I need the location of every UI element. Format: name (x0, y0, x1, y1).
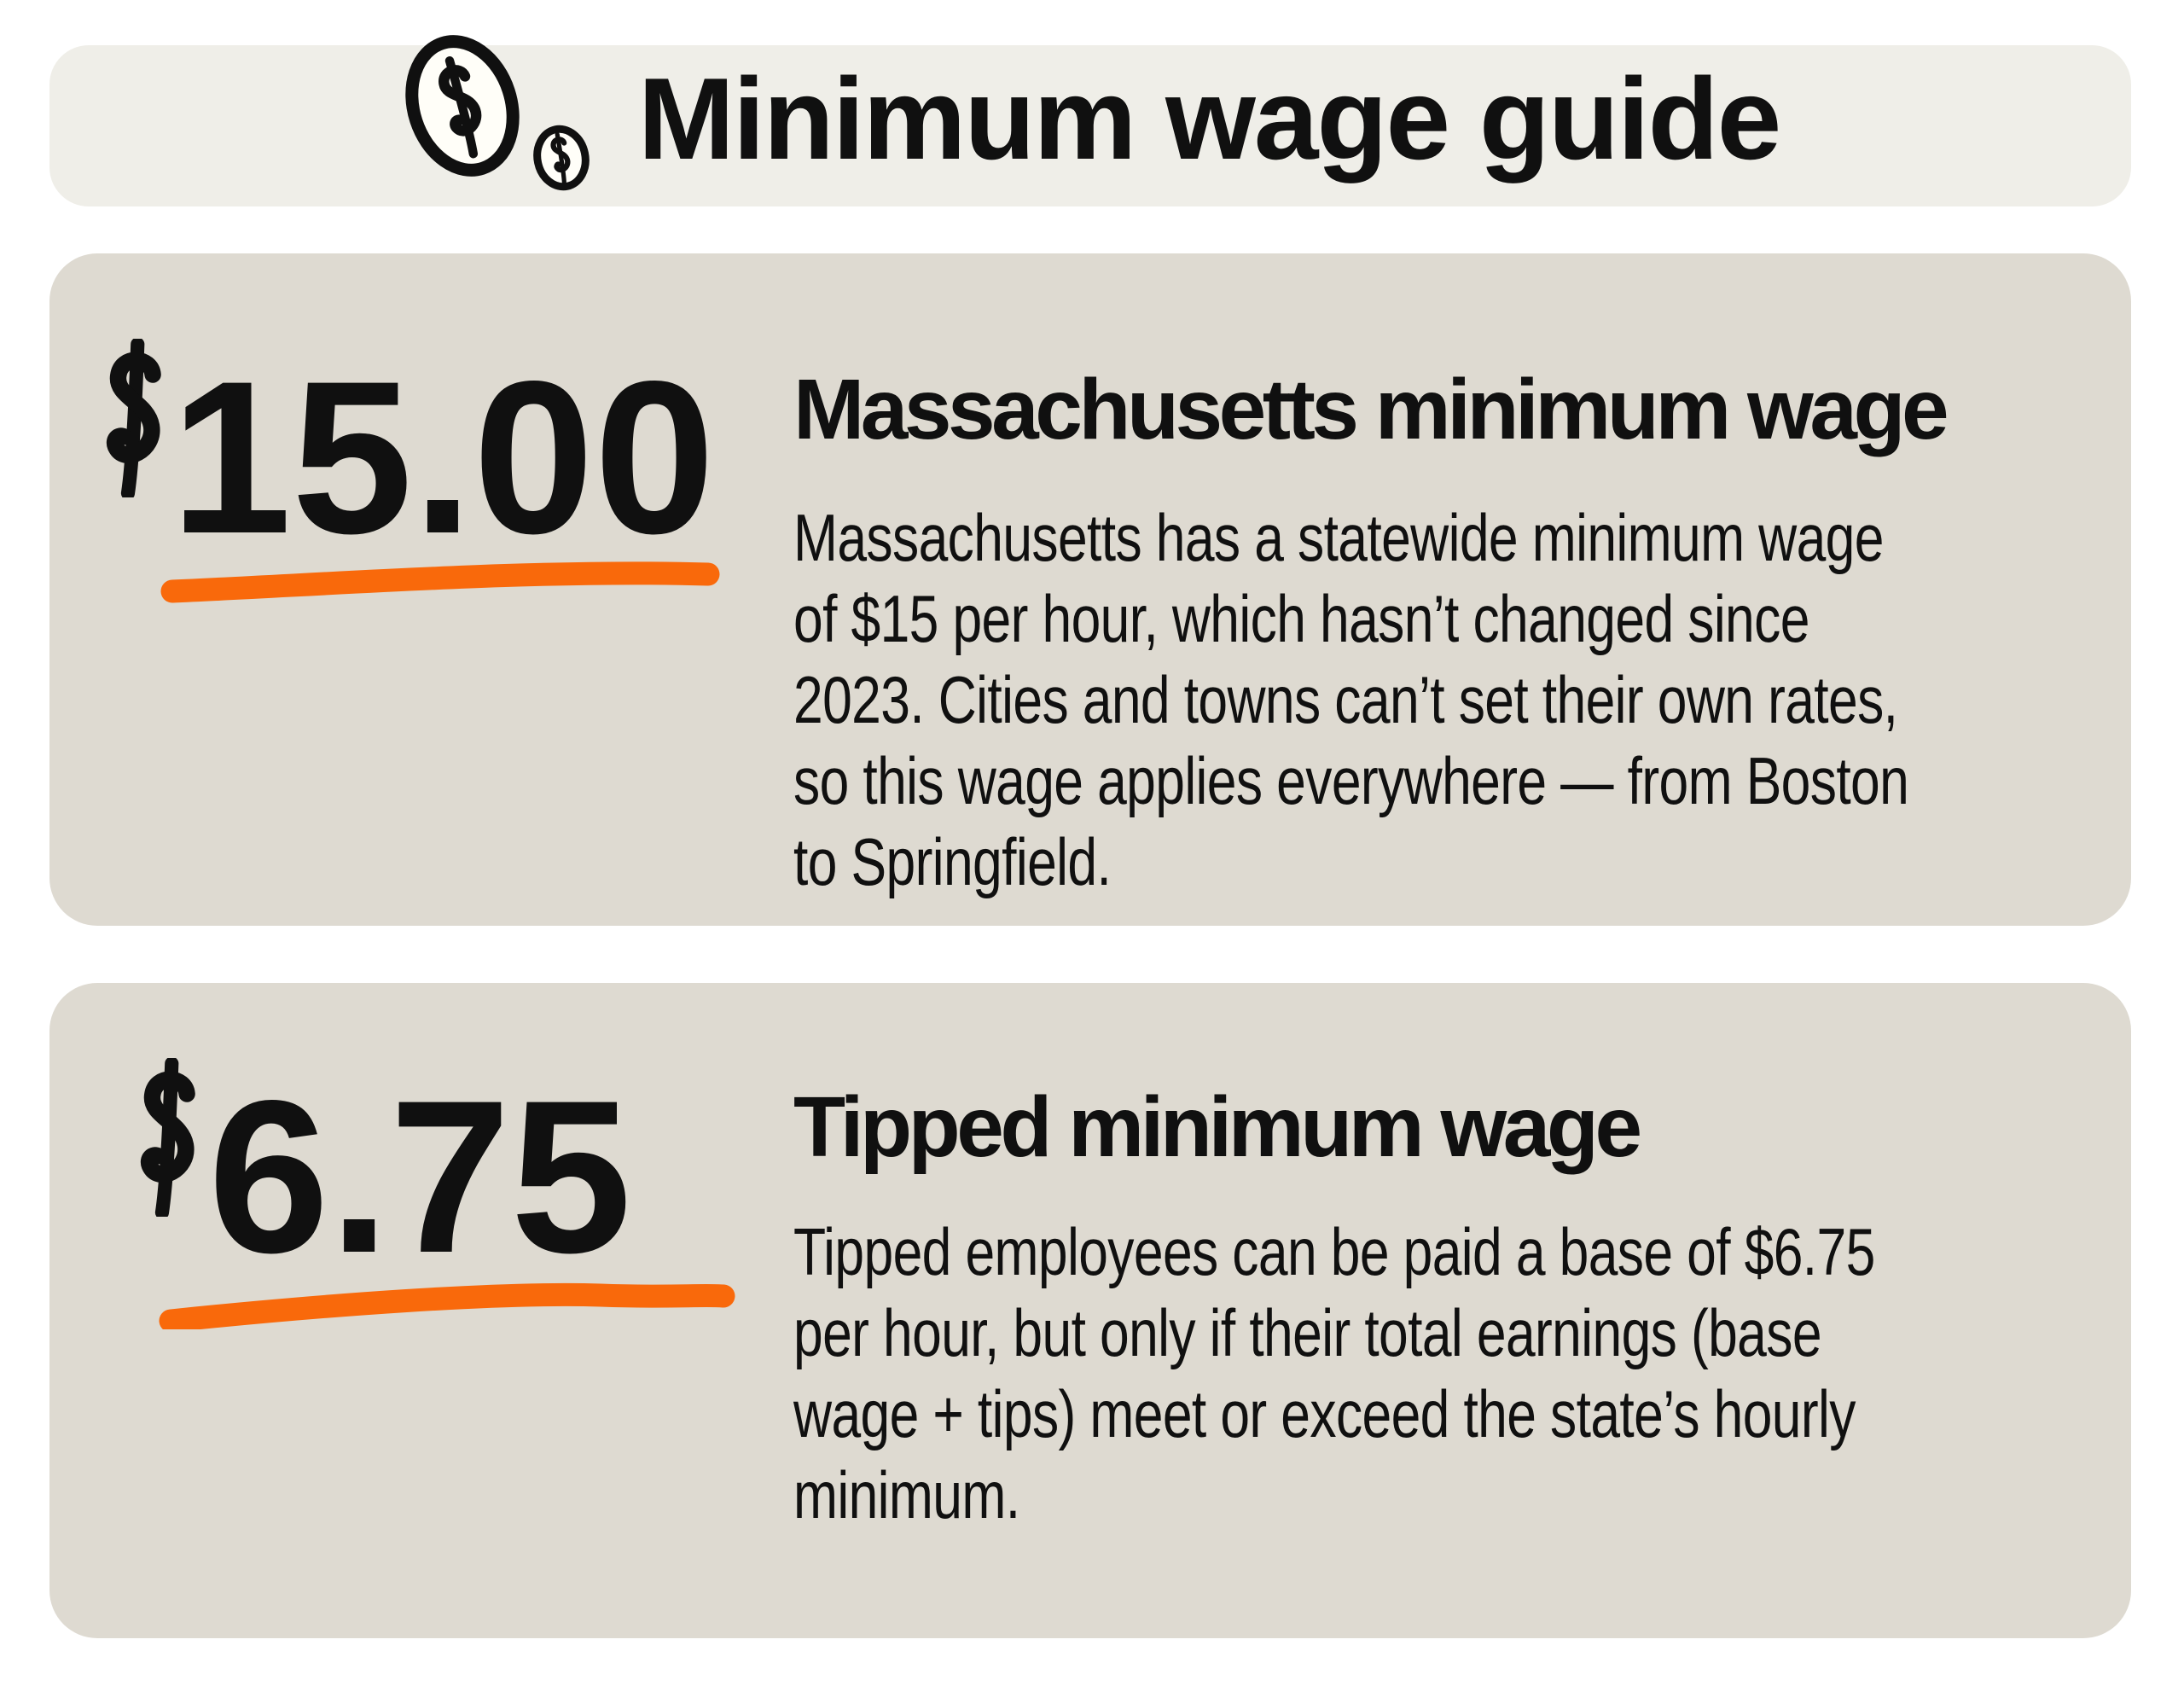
page-title: Minimum wage guide (637, 53, 1782, 183)
header-banner: Minimum wage guide (49, 34, 2131, 206)
card-body: Tipped employees can be paid a base of $… (793, 1214, 1875, 1532)
dollar-sign-icon (99, 339, 164, 497)
accent-underline (160, 561, 720, 603)
wage-card-state-minimum: 15.00 Massachusetts minimum wage Massach… (49, 253, 2131, 926)
amount-value: 6.75 (208, 1055, 632, 1299)
dollar-coins-icon (405, 34, 590, 190)
dollar-sign-icon (133, 1058, 198, 1217)
card-body: Massachusetts has a statewide minimum wa… (793, 500, 1909, 899)
amount-value: 15.00 (171, 336, 716, 579)
wage-card-tipped-minimum: 6.75 Tipped minimum wage Tipped employee… (49, 983, 2131, 1638)
card-heading: Massachusetts minimum wage (793, 362, 1949, 457)
card-heading: Tipped minimum wage (793, 1079, 1642, 1175)
accent-underline (159, 1282, 735, 1329)
